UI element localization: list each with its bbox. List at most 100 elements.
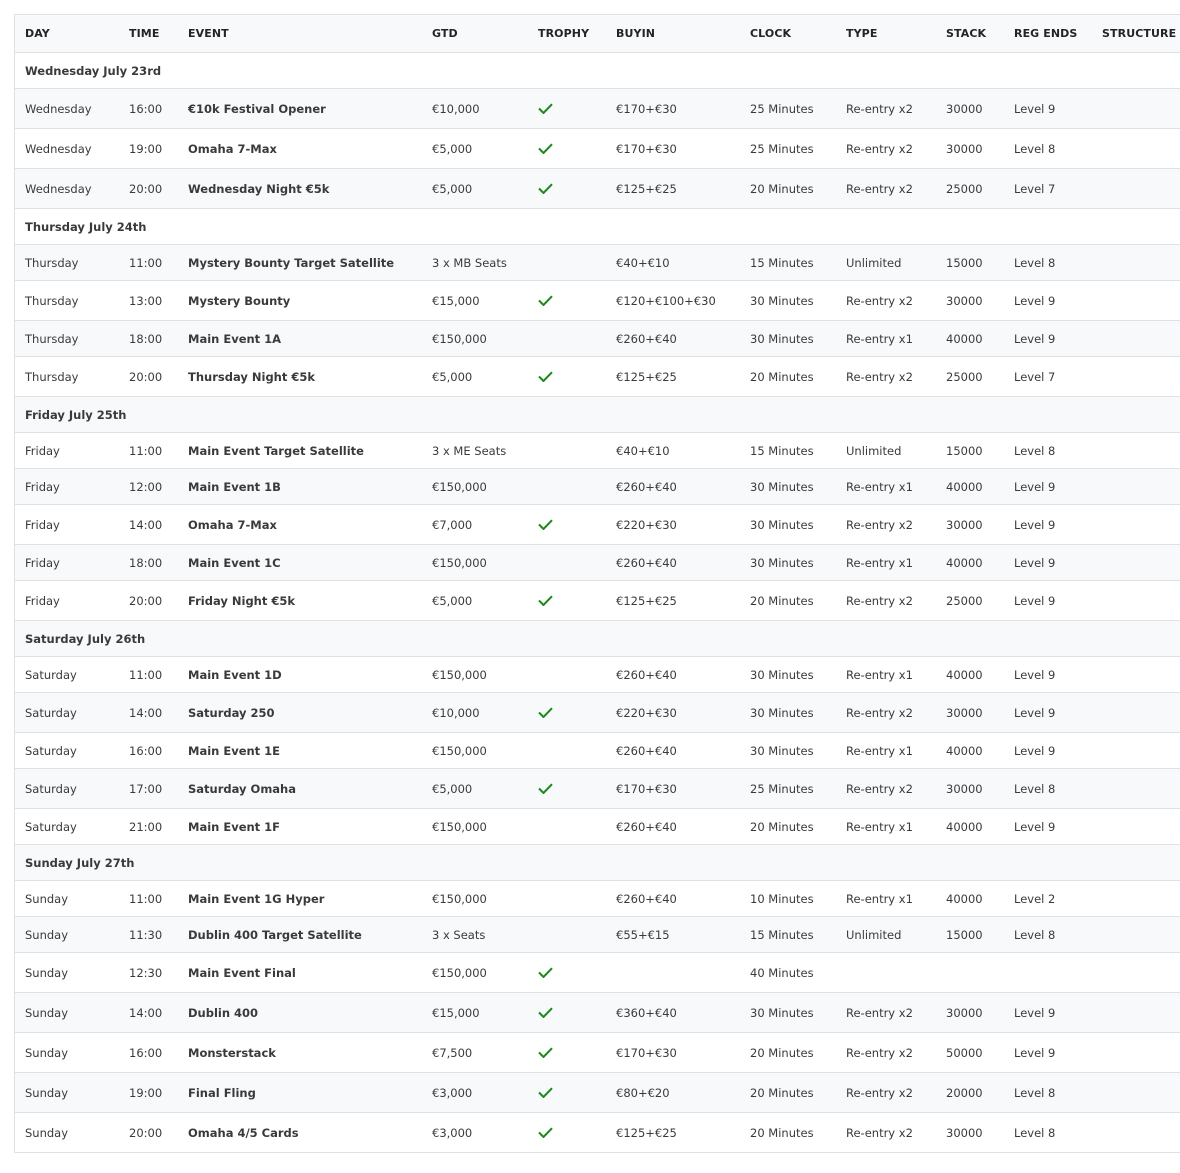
cell-trophy [528, 504, 606, 545]
cell-event: Final Fling [178, 1072, 422, 1113]
cell-trophy [528, 992, 606, 1033]
cell-time: 16:00 [119, 732, 178, 769]
cell-event: Main Event 1B [178, 468, 422, 505]
cell-stack: 30000 [936, 504, 1004, 545]
cell-clock: 25 Minutes [740, 768, 836, 809]
cell-structure [1092, 880, 1180, 917]
cell-stack: 15000 [936, 916, 1004, 953]
cell-time: 19:00 [119, 128, 178, 169]
cell-day: Sunday [15, 992, 119, 1033]
cell-structure [1092, 580, 1180, 621]
cell-buyin: €125+€25 [606, 168, 740, 209]
cell-gtd: €7,500 [422, 1032, 528, 1073]
cell-time: 16:00 [119, 1032, 178, 1073]
cell-structure [1092, 280, 1180, 321]
cell-clock: 25 Minutes [740, 88, 836, 129]
cell-type: Re-entry x1 [836, 544, 936, 581]
cell-type: Re-entry x2 [836, 692, 936, 733]
cell-reg-ends: Level 9 [1004, 468, 1092, 505]
cell-type: Re-entry x2 [836, 1032, 936, 1073]
cell-trophy [528, 168, 606, 209]
cell-clock: 30 Minutes [740, 692, 836, 733]
cell-time: 11:30 [119, 916, 178, 953]
cell-reg-ends: Level 8 [1004, 128, 1092, 169]
cell-time: 11:00 [119, 244, 178, 281]
table-row: Friday 20:00 Friday Night €5k €5,000 €125+€2… [15, 580, 1180, 621]
cell-gtd: 3 x ME Seats [422, 432, 528, 469]
cell-time: 18:00 [119, 320, 178, 357]
cell-time: 14:00 [119, 504, 178, 545]
checkmark-icon [538, 371, 553, 382]
cell-type: Re-entry x1 [836, 468, 936, 505]
cell-stack: 40000 [936, 320, 1004, 357]
cell-time: 12:00 [119, 468, 178, 505]
cell-reg-ends: Level 9 [1004, 320, 1092, 357]
cell-day: Sunday [15, 1032, 119, 1073]
day-group-row: Thursday July 24th [15, 208, 1180, 245]
column-header-stack: STACK [936, 14, 1004, 53]
cell-day: Saturday [15, 768, 119, 809]
cell-type: Re-entry x2 [836, 504, 936, 545]
cell-event: Monsterstack [178, 1032, 422, 1073]
day-group-row: Sunday July 27th [15, 844, 1180, 881]
cell-buyin: €170+€30 [606, 768, 740, 809]
day-group-row: Friday July 25th [15, 396, 1180, 433]
cell-structure [1092, 88, 1180, 129]
cell-time: 19:00 [119, 1072, 178, 1113]
cell-reg-ends: Level 9 [1004, 732, 1092, 769]
table-row: Sunday 19:00 Final Fling €3,000 €80+€20 20 Mi… [15, 1072, 1180, 1113]
cell-event: Dublin 400 Target Satellite [178, 916, 422, 953]
checkmark-icon [538, 1127, 553, 1138]
cell-clock: 30 Minutes [740, 468, 836, 505]
cell-buyin: €170+€30 [606, 128, 740, 169]
cell-buyin: €260+€40 [606, 732, 740, 769]
cell-day: Sunday [15, 952, 119, 993]
cell-stack: 40000 [936, 880, 1004, 917]
cell-type: Re-entry x2 [836, 1072, 936, 1113]
cell-stack: 15000 [936, 432, 1004, 469]
cell-gtd: €3,000 [422, 1112, 528, 1153]
cell-reg-ends: Level 9 [1004, 580, 1092, 621]
table-row: Saturday 16:00 Main Event 1E €150,000 €260+€… [15, 732, 1180, 769]
cell-type: Unlimited [836, 244, 936, 281]
cell-gtd: €10,000 [422, 88, 528, 129]
cell-trophy [528, 1032, 606, 1073]
table-header-row: DAY TIME EVENT GTD TROPHY BUYIN CLOCK TYPE STACK… [15, 14, 1180, 53]
cell-clock: 30 Minutes [740, 732, 836, 769]
cell-structure [1092, 544, 1180, 581]
cell-gtd: 3 x Seats [422, 916, 528, 953]
cell-stack: 30000 [936, 128, 1004, 169]
cell-event: Main Event Final [178, 952, 422, 993]
cell-time: 11:00 [119, 656, 178, 693]
cell-structure [1092, 432, 1180, 469]
cell-reg-ends: Level 9 [1004, 1032, 1092, 1073]
column-header-time: TIME [119, 14, 178, 53]
cell-day: Wednesday [15, 128, 119, 169]
day-group-row: Wednesday July 23rd [15, 52, 1180, 89]
cell-gtd: 3 x MB Seats [422, 244, 528, 281]
cell-reg-ends [1004, 952, 1092, 993]
cell-event: Main Event 1F [178, 808, 422, 845]
cell-gtd: €150,000 [422, 544, 528, 581]
schedule-table: DAY TIME EVENT GTD TROPHY BUYIN CLOCK TYPE STACK… [15, 14, 1180, 1153]
cell-day: Sunday [15, 916, 119, 953]
cell-structure [1092, 992, 1180, 1033]
cell-clock: 30 Minutes [740, 280, 836, 321]
checkmark-icon [538, 103, 553, 114]
cell-gtd: €150,000 [422, 320, 528, 357]
cell-clock: 20 Minutes [740, 168, 836, 209]
cell-gtd: €5,000 [422, 168, 528, 209]
cell-event: Main Event 1A [178, 320, 422, 357]
cell-time: 12:30 [119, 952, 178, 993]
cell-trophy [528, 580, 606, 621]
cell-clock: 30 Minutes [740, 656, 836, 693]
cell-stack: 50000 [936, 1032, 1004, 1073]
cell-trophy [528, 808, 606, 845]
cell-clock: 20 Minutes [740, 1112, 836, 1153]
checkmark-icon [538, 783, 553, 794]
cell-day: Friday [15, 504, 119, 545]
cell-reg-ends: Level 9 [1004, 992, 1092, 1033]
cell-type: Re-entry x2 [836, 356, 936, 397]
cell-reg-ends: Level 9 [1004, 280, 1092, 321]
cell-buyin: €125+€25 [606, 356, 740, 397]
